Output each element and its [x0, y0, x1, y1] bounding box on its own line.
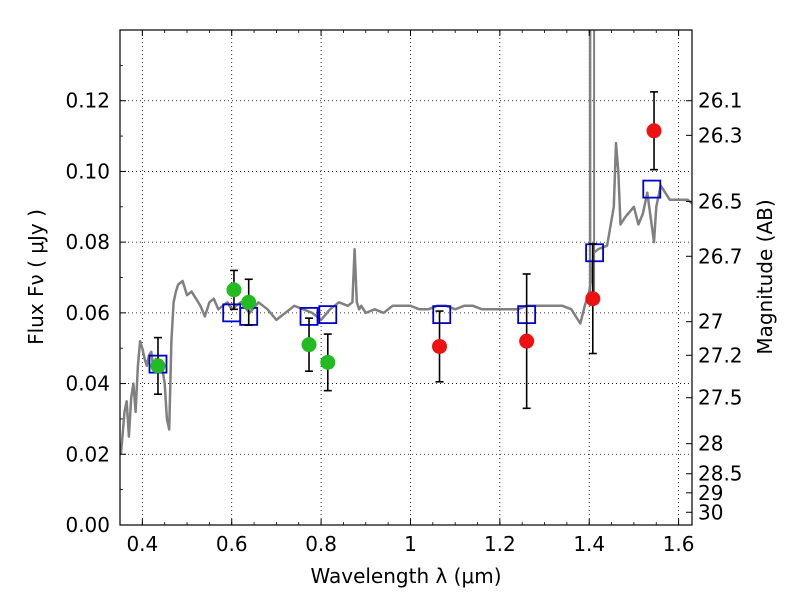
observed-point	[241, 294, 257, 310]
y2-tick-label: 26.7	[698, 244, 743, 268]
y-tick-label: 0.02	[65, 442, 110, 466]
x-tick-label: 1	[404, 532, 417, 556]
grid	[120, 30, 692, 525]
y-tick-label: 0.08	[65, 230, 110, 254]
y-tick-label: 0.10	[65, 159, 110, 183]
y2-tick-label: 27.5	[698, 386, 743, 410]
x-tick-label: 1.2	[484, 532, 516, 556]
y-tick-label: 0.06	[65, 301, 110, 325]
plot-frame	[119, 29, 693, 526]
model-bandpass-point	[318, 305, 338, 325]
observed-point	[432, 338, 448, 354]
y2-tick-label: 30	[698, 500, 723, 524]
y-tick-label: 0.04	[65, 372, 110, 396]
x-tick-label: 1.6	[663, 532, 695, 556]
observed-point	[150, 358, 166, 374]
x-tick-label: 1.4	[573, 532, 605, 556]
y2-tick-label: 27	[698, 310, 723, 334]
y2-tick-label: 26.5	[698, 189, 743, 213]
y2-tick-label: 27.2	[698, 343, 743, 367]
model-spectrum-line	[119, 141, 693, 455]
observed-point	[226, 282, 242, 298]
model-bandpass-point	[432, 305, 452, 325]
observed-point	[519, 333, 535, 349]
y-tick-label: 0.12	[65, 89, 110, 113]
y2-tick-label: 26.1	[698, 89, 743, 113]
series-layer	[119, 30, 693, 455]
model-bandpass-point	[642, 179, 662, 199]
x-tick-label: 0.6	[216, 532, 248, 556]
y2-tick-label: 28	[698, 432, 723, 456]
observed-point	[585, 291, 601, 307]
x-tick-label: 0.8	[305, 532, 337, 556]
x-axis: 0.4 0.6 0.8 1 1.2 1.4 1.6	[119, 30, 695, 556]
y2-tick-label: 28.5	[698, 462, 743, 486]
y-tick-label: 0.00	[65, 513, 110, 537]
x-axis-label: Wavelength λ (μm)	[310, 564, 501, 588]
y2-tick-label: 29	[698, 481, 723, 505]
y-axis-label: Flux Fν ( μJy )	[24, 209, 48, 345]
y-axis: 0.00 0.02 0.04 0.06 0.08 0.10 0.12	[65, 64, 126, 537]
observed-point	[646, 123, 662, 139]
observed-point	[301, 337, 317, 353]
y2-axis-label: Magnitude (AB)	[753, 199, 777, 354]
x-tick-label: 0.4	[126, 532, 158, 556]
observed-point	[320, 354, 336, 370]
y2-tick-label: 26.3	[698, 123, 743, 147]
